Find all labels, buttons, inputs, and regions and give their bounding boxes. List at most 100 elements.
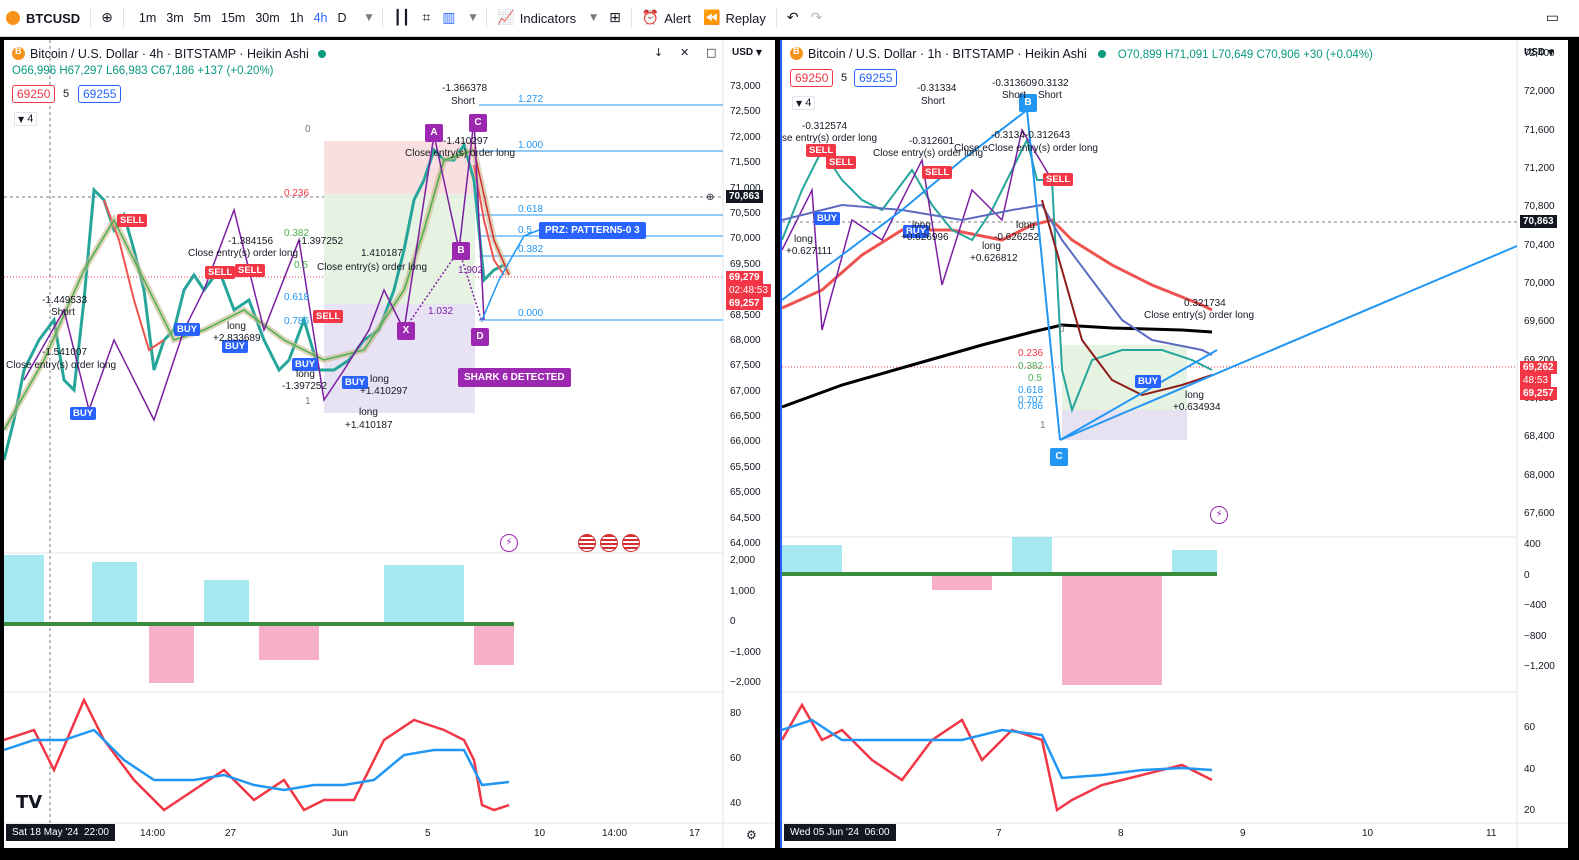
chevron-down-icon: ▼ xyxy=(590,13,598,23)
undo-button[interactable]: ↶ xyxy=(781,0,805,36)
axis-tick-label: 69,600 xyxy=(1524,316,1555,328)
chart-panel-left[interactable]: Bitcoin / U.S. Dollar · 4h · BITSTAMP · … xyxy=(4,40,775,848)
trade-annotation: -1.410297 xyxy=(443,136,489,147)
interval-1m[interactable]: 1m xyxy=(138,11,157,25)
chart-title-right[interactable]: Bitcoin / U.S. Dollar · 1h · BITSTAMP · … xyxy=(790,46,1373,61)
indicators-dropdown[interactable]: ▼ xyxy=(582,0,603,36)
heikin-style-button[interactable]: ⌗ xyxy=(416,0,436,36)
settings-button[interactable]: ⚙ xyxy=(740,826,763,844)
interval-5m[interactable]: 5m xyxy=(193,11,212,25)
replay-button[interactable]: ⏪ Replay xyxy=(697,0,772,36)
axis-tick-label: 65,000 xyxy=(730,487,761,499)
fib-level-label: 0.618 xyxy=(518,204,544,215)
us-flag-icon[interactable] xyxy=(578,534,596,552)
indicator-toggle[interactable]: ▼ 4 xyxy=(14,112,38,126)
time-tick-label: 27 xyxy=(225,828,237,839)
lightning-icon[interactable]: ⚡ xyxy=(500,534,518,552)
scroll-down-button[interactable]: ↓ xyxy=(648,42,669,62)
axis-tick-label: 60 xyxy=(730,753,742,764)
indicator-count: 4 xyxy=(27,113,34,125)
maximize-button[interactable]: □ xyxy=(700,42,722,62)
trade-annotation: +1.410187 xyxy=(345,420,393,431)
interval-30m[interactable]: 30m xyxy=(255,11,280,25)
trade-annotation: Short xyxy=(1002,90,1026,101)
collapse-button[interactable]: ✕ xyxy=(674,42,695,62)
lightning-icon[interactable]: ⚡ xyxy=(1210,506,1228,524)
rsi-axis-right[interactable]: 60 40 20 xyxy=(1520,692,1568,822)
title-text: Bitcoin / U.S. Dollar · 1h · BITSTAMP · … xyxy=(808,47,1087,61)
chart-type-button[interactable]: ▥ xyxy=(436,0,461,36)
chart-title-left[interactable]: Bitcoin / U.S. Dollar · 4h · BITSTAMP · … xyxy=(12,46,327,61)
interval-3m[interactable]: 3m xyxy=(166,11,184,25)
layout-button[interactable]: ▭ xyxy=(1540,0,1565,36)
prz-label[interactable]: PRZ: PATTERN5-0 3 xyxy=(539,222,646,239)
us-flag-icon[interactable] xyxy=(600,534,618,552)
collapse-icon: ✕ xyxy=(680,45,690,59)
axis-tick-label: 72,500 xyxy=(730,106,761,118)
ohlc-values: O70,899 H71,091 L70,649 C70,906 +30 (+0.… xyxy=(1117,49,1373,61)
chart-panel-right[interactable]: Bitcoin / U.S. Dollar · 1h · BITSTAMP · … xyxy=(780,40,1568,848)
alert-button[interactable]: ⏰ Alert xyxy=(636,0,697,36)
oscillator-axis-left[interactable]: 2,000 1,000 0 −1,000 −2,000 xyxy=(726,553,775,693)
buy-price-tag[interactable]: 69255 xyxy=(854,69,898,87)
date-text: Sat 18 May '24 xyxy=(12,827,79,838)
countdown-label: 48:53 xyxy=(1520,374,1552,387)
sell-price-tag[interactable]: 69250 xyxy=(12,85,56,103)
maximize-icon: □ xyxy=(706,45,717,59)
trade-annotation: long xyxy=(296,369,315,380)
interval-15m[interactable]: 15m xyxy=(221,11,246,25)
trade-annotation: -1.541007 xyxy=(42,347,88,358)
compare-button[interactable]: ⊕ xyxy=(95,0,119,36)
axis-tick-label: −1,200 xyxy=(1524,661,1555,672)
interval-1h[interactable]: 1h xyxy=(289,11,304,25)
buy-price-tag[interactable]: 69255 xyxy=(78,85,122,103)
interval-D[interactable]: D xyxy=(337,11,347,25)
currency-selector[interactable]: USD ▼ xyxy=(732,47,762,58)
currency-selector[interactable]: USD ▼ xyxy=(1524,47,1554,58)
trade-annotation: +0.626996 xyxy=(901,232,949,243)
buy-signal: BUY xyxy=(903,225,930,238)
interval-dropdown[interactable]: ▼ xyxy=(358,0,379,36)
pattern-point-a: A xyxy=(425,124,443,142)
right-chart-canvas[interactable] xyxy=(782,40,1568,848)
chart-type-dropdown[interactable]: ▼ xyxy=(461,0,482,36)
trade-annotation: Short xyxy=(921,96,945,107)
add-price-button[interactable]: ⊕ xyxy=(706,190,714,204)
templates-button[interactable]: ⊞ xyxy=(603,0,627,36)
fib-level-label: 0.382 xyxy=(1018,361,1044,372)
crosshair-date-badge: Wed 05 Jun '24 06:00 xyxy=(784,824,896,841)
divider xyxy=(630,8,632,28)
trade-annotation: -1.449533 xyxy=(42,295,88,306)
left-chart-canvas[interactable] xyxy=(4,40,775,848)
time-axis-right[interactable]: 7 8 9 10 11 xyxy=(782,828,1517,846)
price-axis-right[interactable]: 72,400 72,000 71,600 71,200 70,800 70,400 70,0… xyxy=(1520,40,1568,540)
chevron-down-icon: ▼ xyxy=(1547,48,1555,57)
interval-4h[interactable]: 4h xyxy=(313,11,328,25)
time-axis-left[interactable]: 14:00 27 Jun 5 10 14:00 17 xyxy=(4,828,723,846)
candlestick-icon: ▥ xyxy=(442,10,456,26)
buy-signal: BUY xyxy=(342,376,369,389)
axis-tick-label: 0 xyxy=(1524,569,1530,581)
shark-pattern-label[interactable]: SHARK 6 DETECTED xyxy=(458,368,571,387)
time-tick-label: 14:00 xyxy=(140,828,166,839)
divider xyxy=(775,8,777,28)
indicators-button[interactable]: 📈 Indicators xyxy=(491,0,582,36)
replay-label: Replay xyxy=(725,10,766,26)
indicator-toggle[interactable]: ▼ 4 xyxy=(792,96,816,110)
trade-annotation: long xyxy=(359,407,378,418)
axis-tick-label: 40 xyxy=(1524,763,1536,775)
chart-style-icon: ⌗ xyxy=(422,10,431,26)
sell-price-tag[interactable]: 69250 xyxy=(790,69,834,87)
redo-button[interactable]: ↷ xyxy=(805,0,829,36)
trade-annotation: long xyxy=(1185,390,1204,401)
symbol-search[interactable]: BTCUSD xyxy=(0,0,86,36)
us-flag-icon[interactable] xyxy=(622,534,640,552)
trade-annotation: Close entry(s) order long xyxy=(405,148,516,159)
oscillator-axis-right[interactable]: 400 0 −400 −800 −1,200 xyxy=(1520,537,1568,692)
axis-tick-label: 72,400 xyxy=(1524,48,1555,59)
trade-annotation: Close entry(s) order long xyxy=(873,148,984,159)
rsi-axis-left[interactable]: 80 60 40 xyxy=(726,692,775,822)
tradingview-logo[interactable]: TV xyxy=(16,792,43,813)
bars-style-button[interactable]: ┃┃ xyxy=(387,0,416,36)
fib-level-label: 0.382 xyxy=(284,228,310,239)
